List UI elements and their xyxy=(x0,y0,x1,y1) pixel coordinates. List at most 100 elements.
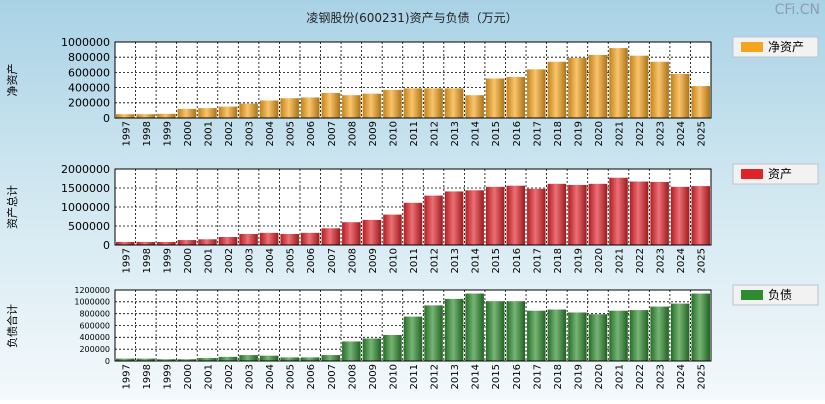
x-tick-label: 2015 xyxy=(491,121,502,146)
bar-2001 xyxy=(198,239,217,245)
y-tick-label: 800000 xyxy=(68,51,110,64)
bar-2023 xyxy=(650,181,669,245)
x-tick-label: 2007 xyxy=(327,121,338,146)
bar-2021 xyxy=(609,48,628,118)
bar-2019 xyxy=(568,184,587,245)
bar-2019 xyxy=(568,312,587,361)
y-tick-label: 400000 xyxy=(68,81,110,94)
y-tick-label: 500000 xyxy=(68,220,110,233)
x-tick-label: 2012 xyxy=(430,121,441,146)
x-tick-label: 2005 xyxy=(286,121,297,146)
bar-2021 xyxy=(609,177,628,245)
x-tick-label: 2010 xyxy=(388,248,399,273)
bar-2000 xyxy=(177,108,197,118)
bar-2022 xyxy=(629,310,649,361)
x-tick-label: 2002 xyxy=(224,364,235,389)
x-tick-label: 2000 xyxy=(183,248,194,273)
y-tick-label: 600000 xyxy=(68,66,110,79)
bar-2001 xyxy=(198,358,217,361)
x-tick-label: 2000 xyxy=(183,121,194,146)
bar-2019 xyxy=(568,57,587,118)
bar-2018 xyxy=(547,61,567,118)
x-tick-label: 2011 xyxy=(409,121,420,146)
x-tick-label: 2011 xyxy=(409,248,420,273)
x-tick-label: 2019 xyxy=(573,248,584,273)
x-tick-label: 2016 xyxy=(512,121,523,146)
x-tick-label: 2022 xyxy=(635,121,646,146)
x-tick-label: 2013 xyxy=(450,248,461,273)
bar-2008 xyxy=(342,341,361,361)
bar-2022 xyxy=(629,181,649,245)
bar-2006 xyxy=(300,357,320,361)
bar-2025 xyxy=(691,293,710,361)
y-tick-label: 600000 xyxy=(79,321,110,330)
x-tick-label: 2007 xyxy=(327,364,338,389)
bar-2005 xyxy=(280,233,299,245)
bar-2008 xyxy=(342,95,361,118)
bar-2007 xyxy=(321,355,341,361)
bar-1998 xyxy=(136,241,156,245)
x-tick-label: 2005 xyxy=(286,248,297,273)
bar-1999 xyxy=(157,359,176,361)
bar-2012 xyxy=(424,305,443,361)
x-tick-label: 2020 xyxy=(594,121,605,146)
x-tick-label: 1997 xyxy=(121,121,132,146)
legend: 净资产 xyxy=(732,36,819,58)
bar-2021 xyxy=(609,310,628,361)
bar-2010 xyxy=(383,89,402,118)
legend-swatch xyxy=(741,290,763,300)
x-tick-label: 2024 xyxy=(676,364,687,389)
x-tick-label: 2001 xyxy=(203,248,214,273)
x-tick-label: 2001 xyxy=(203,121,214,146)
bar-2024 xyxy=(670,73,690,118)
bar-1998 xyxy=(136,114,156,118)
bar-2018 xyxy=(547,183,567,245)
x-tick-label: 2002 xyxy=(224,121,235,146)
panel-1: 0 200000 400000 600000 800000 1000000 1997 1998… xyxy=(5,36,819,146)
bar-2012 xyxy=(424,88,443,118)
x-tick-label: 2007 xyxy=(327,248,338,273)
panel-3: 0 200000 400000 600000 800000 1000000 1200000 1… xyxy=(5,284,819,389)
x-tick-label: 2002 xyxy=(224,248,235,273)
x-tick-label: 2023 xyxy=(656,248,667,273)
bar-2007 xyxy=(321,92,341,118)
x-tick-label: 2010 xyxy=(388,364,399,389)
plot-frame xyxy=(114,289,712,362)
x-tick-label: 2017 xyxy=(532,248,543,273)
x-tick-label: 2024 xyxy=(676,248,687,273)
x-tick-label: 2023 xyxy=(656,121,667,146)
x-tick-label: 2021 xyxy=(615,121,626,146)
x-tick-label: 2020 xyxy=(594,248,605,273)
x-tick-label: 2019 xyxy=(573,121,584,146)
bar-2022 xyxy=(629,55,649,118)
y-tick-label: 1000000 xyxy=(61,36,110,49)
y-tick-label: 2000000 xyxy=(61,163,110,176)
bar-2011 xyxy=(403,88,423,118)
bar-2020 xyxy=(588,183,608,245)
x-tick-label: 2021 xyxy=(615,364,626,389)
x-tick-label: 2025 xyxy=(697,121,708,146)
bar-2001 xyxy=(198,108,217,118)
y-tick-label: 800000 xyxy=(79,309,110,318)
bar-2004 xyxy=(259,355,279,361)
x-tick-label: 2006 xyxy=(306,364,317,389)
x-tick-label: 2012 xyxy=(430,364,441,389)
y-axis-title: 资产总计 xyxy=(5,185,19,229)
legend: 负债 xyxy=(732,284,819,306)
bar-2025 xyxy=(691,186,710,245)
bar-2018 xyxy=(547,309,567,361)
bar-1997 xyxy=(116,114,135,118)
bar-2000 xyxy=(177,359,197,361)
bar-2023 xyxy=(650,306,669,361)
x-tick-label: 2003 xyxy=(245,248,256,273)
x-tick-label: 1998 xyxy=(142,248,153,273)
x-tick-label: 2022 xyxy=(635,364,646,389)
bar-2013 xyxy=(444,191,464,245)
bar-2014 xyxy=(465,293,484,361)
y-axis-title: 净资产 xyxy=(5,64,19,97)
bar-2010 xyxy=(383,334,402,361)
bar-2017 xyxy=(527,188,546,245)
bar-2009 xyxy=(362,219,382,245)
y-tick-label: 0 xyxy=(103,112,110,125)
x-tick-label: 2017 xyxy=(532,364,543,389)
